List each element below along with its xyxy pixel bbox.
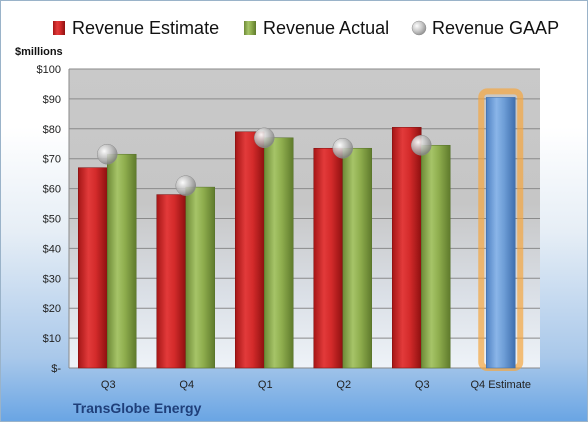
revenue-gaap-marker (411, 134, 432, 156)
y-tick-label: $50 (43, 214, 61, 226)
revenue-actual-bar (342, 147, 372, 369)
legend-revenue-actual: Revenue Actual (244, 18, 389, 38)
revenue-estimate-bar (392, 127, 422, 369)
chart-marks (78, 88, 524, 371)
x-tick-label: Q3 (101, 379, 116, 391)
y-tick-label: $30 (43, 273, 61, 285)
x-tick-label: Q3 (415, 379, 430, 391)
revenue-estimate-bar (78, 167, 108, 369)
legend-label: Revenue Estimate (72, 18, 219, 38)
y-tick-label: $60 (43, 184, 61, 196)
x-axis-ticks: Q3 Q4 Q1 Q2 Q3 Q4 Estimate (101, 379, 531, 391)
y-tick-label: $10 (43, 333, 61, 345)
y-tick-label: $20 (43, 303, 61, 315)
legend-revenue-gaap: Revenue GAAP (411, 18, 559, 38)
legend-swatch (244, 21, 256, 35)
legend-label: Revenue GAAP (432, 18, 559, 38)
revenue-actual-bar (107, 153, 137, 369)
gridlines (68, 68, 540, 369)
revenue-actual-bar (421, 144, 451, 369)
y-axis-unit-label: $millions (15, 46, 63, 58)
legend-revenue-estimate: Revenue Estimate (53, 18, 219, 38)
y-tick-label: $- (51, 363, 61, 375)
q4-estimate-bar (486, 97, 516, 369)
revenue-actual-bar (185, 186, 215, 369)
revenue-actual-bar (264, 137, 294, 369)
legend: Revenue Estimate Revenue Actual Revenue GA… (53, 18, 559, 38)
revenue-estimate-bar (235, 131, 265, 369)
revenue-gaap-marker (97, 143, 118, 165)
company-name: TransGlobe Energy (73, 400, 202, 416)
revenue-estimate-bar (313, 147, 343, 369)
y-tick-label: $90 (43, 94, 61, 106)
x-tick-label: Q4 Estimate (470, 379, 531, 391)
legend-swatch (411, 20, 427, 36)
legend-swatch (53, 21, 65, 35)
y-tick-label: $70 (43, 154, 61, 166)
x-tick-label: Q1 (258, 379, 273, 391)
y-tick-label: $80 (43, 124, 61, 136)
y-tick-label: $100 (37, 64, 61, 76)
legend-label: Revenue Actual (263, 18, 389, 38)
y-axis-ticks: $- $10 $20 $30 $40 $50 $60 $70 $80 $90 $100 (37, 64, 62, 375)
revenue-gaap-marker (332, 137, 353, 159)
revenue-gaap-marker (175, 175, 196, 196)
x-tick-label: Q2 (336, 379, 351, 391)
revenue-estimate-bar (156, 194, 186, 369)
y-tick-label: $40 (43, 243, 61, 255)
revenue-gaap-marker (254, 127, 275, 149)
x-tick-label: Q4 (179, 379, 194, 391)
